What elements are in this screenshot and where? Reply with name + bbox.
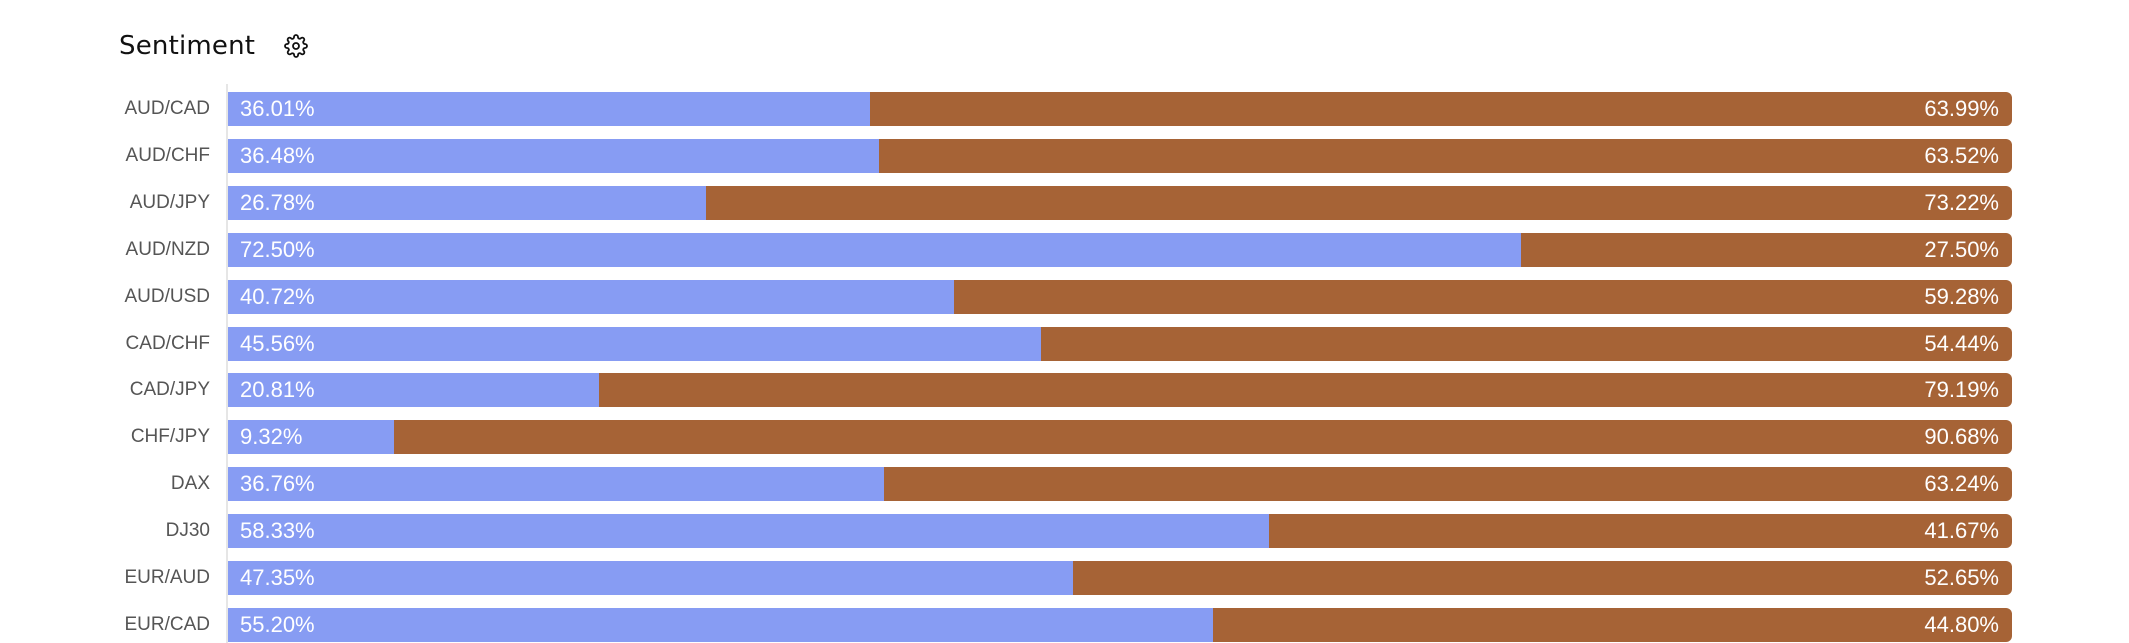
bar-segment-short[interactable]: 52.65%	[1072, 561, 2012, 595]
bar-row: DAX 36.76% 63.24%	[0, 467, 2129, 501]
category-label: EUR/AUD	[124, 567, 210, 588]
bar-track: 36.01% 63.99%	[228, 92, 2012, 126]
data-label-short: 90.68%	[1924, 424, 1999, 449]
bar-track: 40.72% 59.28%	[228, 280, 2012, 314]
bar-segment-short[interactable]: 79.19%	[599, 373, 2012, 407]
bar-track: 58.33% 41.67%	[228, 514, 2012, 548]
bar-track: 72.50% 27.50%	[228, 233, 2012, 267]
data-label-long: 55.20%	[240, 612, 315, 637]
data-label-short: 44.80%	[1924, 612, 1999, 637]
category-label: AUD/JPY	[129, 192, 210, 213]
bar-row: EUR/CAD 55.20% 44.80%	[0, 608, 2129, 642]
data-label-long: 36.01%	[240, 96, 315, 121]
bar-segment-long[interactable]: 20.81%	[228, 373, 600, 407]
category-label: CAD/JPY	[129, 379, 210, 400]
bar-track: 20.81% 79.19%	[228, 373, 2012, 407]
bar-segment-long[interactable]: 47.35%	[228, 561, 1073, 595]
data-label-short: 79.19%	[1924, 377, 1999, 402]
bar-row: CHF/JPY 9.32% 90.68%	[0, 420, 2129, 454]
bar-row: AUD/JPY 26.78% 73.22%	[0, 186, 2129, 220]
data-label-long: 40.72%	[240, 284, 315, 309]
bar-track: 36.76% 63.24%	[228, 467, 2012, 501]
bar-row: AUD/USD 40.72% 59.28%	[0, 280, 2129, 314]
bar-segment-short[interactable]: 54.44%	[1040, 327, 2012, 361]
category-label: AUD/CHF	[125, 145, 210, 166]
data-label-long: 36.76%	[240, 471, 315, 496]
gear-icon	[284, 34, 309, 58]
settings-button[interactable]	[281, 31, 311, 61]
data-label-long: 20.81%	[240, 377, 315, 402]
bar-segment-long[interactable]: 36.76%	[228, 467, 884, 501]
category-label: AUD/NZD	[125, 239, 210, 260]
data-label-long: 9.32%	[240, 424, 303, 449]
bar-segment-short[interactable]: 90.68%	[394, 420, 2012, 454]
bar-row: AUD/NZD 72.50% 27.50%	[0, 233, 2129, 267]
category-label: AUD/CAD	[124, 98, 210, 119]
bar-segment-short[interactable]: 73.22%	[705, 186, 2012, 220]
bar-segment-short[interactable]: 27.50%	[1521, 233, 2012, 267]
data-label-short: 27.50%	[1924, 237, 1999, 262]
bar-segment-short[interactable]: 63.24%	[883, 467, 2012, 501]
data-label-long: 72.50%	[240, 237, 315, 262]
page-title: Sentiment	[119, 31, 256, 61]
data-label-long: 47.35%	[240, 565, 315, 590]
bar-row: CAD/CHF 45.56% 54.44%	[0, 327, 2129, 361]
bar-segment-long[interactable]: 40.72%	[228, 280, 955, 314]
data-label-short: 54.44%	[1924, 331, 1999, 356]
bar-track: 45.56% 54.44%	[228, 327, 2012, 361]
category-label: DAX	[170, 473, 210, 494]
bar-row: EUR/AUD 47.35% 52.65%	[0, 561, 2129, 595]
bar-track: 9.32% 90.68%	[228, 420, 2012, 454]
bar-row: DJ30 58.33% 41.67%	[0, 514, 2129, 548]
data-label-long: 58.33%	[240, 518, 315, 543]
category-label: CHF/JPY	[130, 426, 210, 447]
category-label: AUD/USD	[124, 286, 210, 307]
data-label-short: 52.65%	[1924, 565, 1999, 590]
bar-segment-short[interactable]: 63.52%	[878, 139, 2012, 173]
bar-segment-long[interactable]: 72.50%	[228, 233, 1522, 267]
bar-row: AUD/CAD 36.01% 63.99%	[0, 92, 2129, 126]
category-label: DJ30	[165, 520, 210, 541]
bar-track: 47.35% 52.65%	[228, 561, 2012, 595]
data-label-short: 41.67%	[1924, 518, 1999, 543]
bar-segment-long[interactable]: 45.56%	[228, 327, 1041, 361]
bar-track: 26.78% 73.22%	[228, 186, 2012, 220]
bar-segment-long[interactable]: 36.01%	[228, 92, 871, 126]
bar-segment-short[interactable]: 41.67%	[1268, 514, 2012, 548]
bar-segment-short[interactable]: 59.28%	[954, 280, 2012, 314]
data-label-long: 36.48%	[240, 143, 315, 168]
bar-segment-long[interactable]: 26.78%	[228, 186, 706, 220]
category-label: EUR/CAD	[124, 614, 210, 635]
chart-header: Sentiment	[119, 26, 311, 66]
data-label-short: 63.99%	[1924, 96, 1999, 121]
data-label-long: 26.78%	[240, 190, 315, 215]
category-label: CAD/CHF	[125, 333, 210, 354]
category-axis-line	[226, 84, 228, 643]
data-label-short: 59.28%	[1924, 284, 1999, 309]
bar-track: 55.20% 44.80%	[228, 608, 2012, 642]
bar-track: 36.48% 63.52%	[228, 139, 2012, 173]
bar-segment-short[interactable]: 63.99%	[870, 92, 2012, 126]
data-label-short: 63.24%	[1924, 471, 1999, 496]
bar-segment-long[interactable]: 58.33%	[228, 514, 1269, 548]
bar-row: AUD/CHF 36.48% 63.52%	[0, 139, 2129, 173]
bar-row: CAD/JPY 20.81% 79.19%	[0, 373, 2129, 407]
bar-segment-long[interactable]: 36.48%	[228, 139, 879, 173]
data-label-long: 45.56%	[240, 331, 315, 356]
bar-segment-short[interactable]: 44.80%	[1212, 608, 2012, 642]
data-label-short: 63.52%	[1924, 143, 1999, 168]
bar-segment-long[interactable]: 55.20%	[228, 608, 1213, 642]
bar-segment-long[interactable]: 9.32%	[228, 420, 395, 454]
data-label-short: 73.22%	[1924, 190, 1999, 215]
